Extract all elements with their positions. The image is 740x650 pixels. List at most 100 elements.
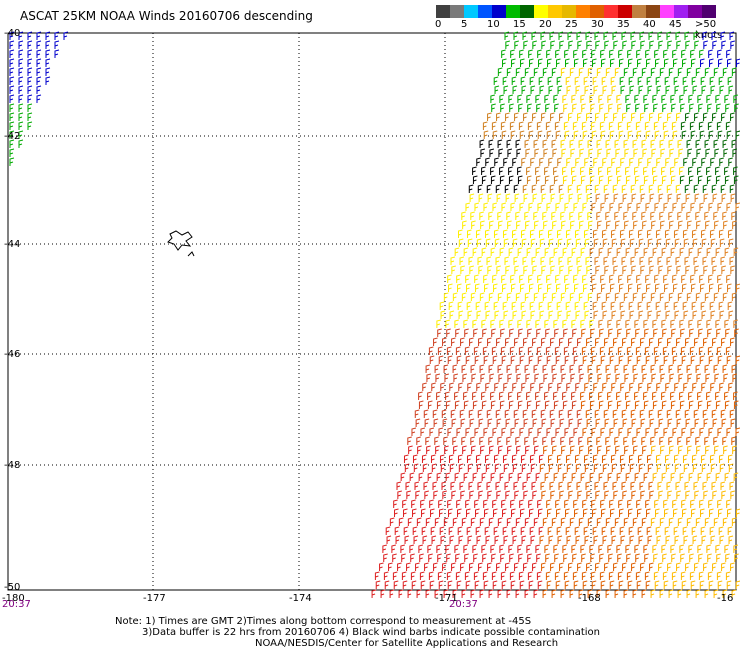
wind-barb: [576, 31, 582, 40]
wind-barb: [610, 454, 616, 463]
wind-barb: [518, 571, 524, 580]
wind-barb: [497, 364, 503, 373]
wind-barb: [583, 526, 589, 535]
wind-barb: [672, 427, 678, 436]
wind-barb: [454, 544, 460, 553]
wind-barb: [531, 409, 537, 418]
legend-swatch: [576, 5, 590, 18]
wind-barb: [575, 157, 580, 166]
wind-barb: [422, 463, 428, 472]
wind-barb: [615, 220, 620, 229]
wind-barb: [443, 292, 449, 301]
wind-barb: [677, 436, 682, 445]
wind-barb: [656, 463, 662, 472]
wind-barb: [618, 427, 624, 436]
wind-barb: [574, 76, 580, 85]
wind-barb: [542, 211, 547, 220]
wind-barb: [710, 85, 716, 94]
wind-barb: [468, 256, 474, 265]
wind-barb: [544, 175, 550, 184]
wind-barb: [560, 589, 566, 598]
wind-barb: [679, 472, 685, 481]
wind-barb: [581, 328, 586, 337]
wind-barb: [484, 283, 489, 292]
wind-barb: [544, 544, 550, 553]
wind-barb: [486, 481, 492, 490]
wind-barb: [688, 94, 694, 103]
wind-barb: [691, 301, 697, 310]
wind-barb: [510, 580, 516, 589]
wind-barb: [493, 283, 498, 292]
wind-barb: [501, 427, 507, 436]
wind-barb: [510, 427, 516, 436]
wind-barb: [686, 139, 692, 148]
wind-barb: [455, 553, 460, 562]
wind-barb: [735, 202, 740, 211]
wind-barb: [727, 526, 733, 535]
wind-barb: [581, 571, 587, 580]
wind-barb: [582, 580, 588, 589]
wind-barb: [573, 202, 579, 211]
wind-barb: [538, 283, 543, 292]
legend-swatch: [618, 5, 632, 18]
wind-barb: [581, 103, 586, 112]
wind-barb: [9, 94, 15, 103]
wind-barb: [620, 535, 626, 544]
wind-barb: [504, 184, 510, 193]
wind-barb: [459, 481, 465, 490]
wind-barb: [566, 535, 572, 544]
wind-barb: [18, 85, 24, 94]
wind-barb: [616, 166, 621, 175]
wind-barb: [725, 346, 731, 355]
wind-barb: [704, 517, 710, 526]
wind-barb: [490, 166, 495, 175]
wind-barb: [573, 427, 579, 436]
wind-barb: [627, 274, 632, 283]
wind-barb: [654, 202, 660, 211]
wind-barb: [45, 49, 51, 58]
wind-barb: [560, 67, 566, 76]
wind-barb: [618, 49, 623, 58]
wind-barb: [497, 292, 503, 301]
wind-barb: [505, 337, 510, 346]
wind-barb: [521, 382, 526, 391]
wind-barb: [632, 517, 638, 526]
wind-barb: [512, 157, 517, 166]
wind-barb: [676, 193, 682, 202]
wind-barb: [713, 292, 719, 301]
wind-barb: [9, 58, 15, 67]
wind-barb: [514, 418, 520, 427]
wind-barb: [533, 517, 539, 526]
wind-barb: [708, 202, 714, 211]
wind-barb: [467, 238, 473, 247]
wind-barb: [705, 220, 710, 229]
wind-barb: [558, 256, 564, 265]
wind-barb: [422, 382, 427, 391]
wind-barb: [400, 472, 406, 481]
wind-barb: [604, 418, 610, 427]
wind-barb: [724, 319, 730, 328]
wind-barb: [499, 400, 505, 409]
wind-barb: [621, 409, 627, 418]
wind-barb: [730, 337, 735, 346]
legend-swatch: [702, 5, 716, 18]
wind-barb: [523, 40, 528, 49]
wind-barb: [596, 211, 601, 220]
wind-barb: [508, 391, 513, 400]
wind-barb: [574, 454, 580, 463]
wind-barb: [577, 490, 582, 499]
legend-swatch: [506, 5, 520, 18]
wind-barb: [428, 571, 434, 580]
wind-barb: [550, 337, 555, 346]
wind-barb: [720, 256, 726, 265]
wind-barb: [485, 310, 491, 319]
wind-barb: [621, 184, 627, 193]
wind-barb: [501, 274, 506, 283]
wind-barb: [635, 121, 641, 130]
wind-barb: [697, 472, 703, 481]
wind-barb: [610, 229, 616, 238]
wind-barb: [662, 553, 667, 562]
wind-barb: [552, 220, 557, 229]
wind-barb: [730, 193, 736, 202]
wind-barb: [569, 139, 575, 148]
